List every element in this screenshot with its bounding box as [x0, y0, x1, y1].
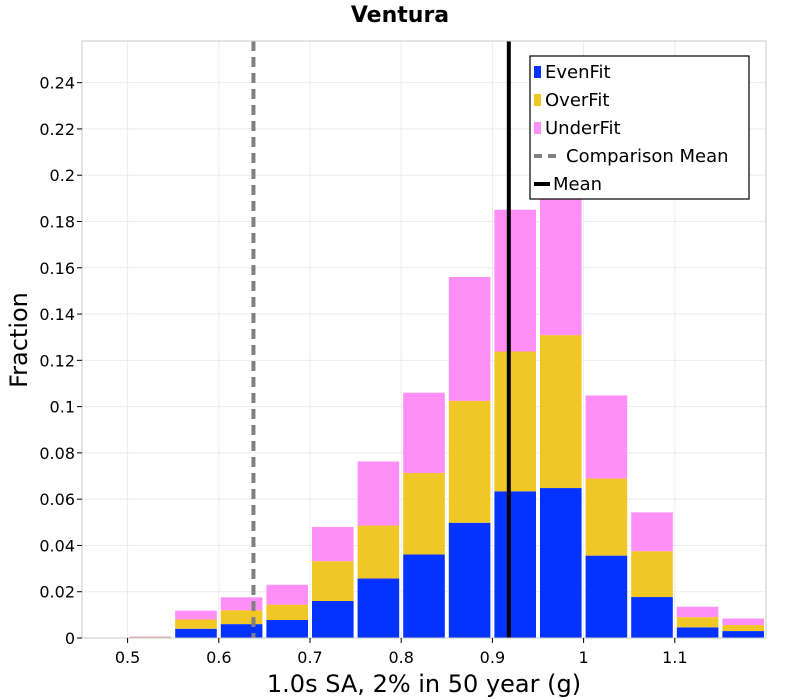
x-tick-label: 0.9	[480, 648, 505, 667]
legend-label-comparison-mean: Comparison Mean	[566, 146, 729, 167]
bar-underfit	[448, 277, 491, 401]
y-tick-label: 0.24	[39, 74, 75, 93]
chart-title: Ventura	[351, 3, 449, 28]
plot-frame	[81, 40, 767, 639]
bar-evenfit	[585, 555, 628, 638]
bar-underfit	[266, 584, 308, 605]
x-axis-label: 1.0s SA, 2% in 50 year (g)	[267, 670, 581, 698]
bar-underfit	[403, 392, 445, 474]
bar-underfit	[312, 526, 354, 562]
bar-overfit	[722, 625, 764, 632]
legend-label-overfit: OverFit	[545, 90, 609, 111]
bar-overfit	[494, 351, 536, 492]
x-tick-label: 0.5	[115, 648, 140, 667]
bar-evenfit	[540, 488, 582, 638]
bar-evenfit	[266, 619, 308, 638]
y-axis-label: Fraction	[5, 292, 33, 388]
y-tick-label: 0.14	[39, 305, 75, 324]
legend-label-evenfit: EvenFit	[545, 62, 611, 83]
legend-box	[529, 55, 750, 200]
y-tick-label: 0.16	[39, 259, 75, 278]
bar-underfit	[722, 618, 764, 626]
bar-overfit	[403, 473, 445, 555]
bar-evenfit	[357, 578, 400, 638]
bar-underfit	[585, 395, 628, 479]
bar-underfit	[175, 610, 217, 620]
y-tick-label: 0.18	[39, 212, 75, 231]
x-tick-label: 1	[579, 648, 589, 667]
x-axis-ticks: 0.5 0.6 0.7 0.8 0.9 1 1.1	[115, 638, 688, 667]
x-tick-label: 0.8	[388, 648, 413, 667]
bar-overfit	[220, 610, 263, 625]
bar-underfit	[220, 597, 263, 611]
bar-evenfit	[312, 600, 354, 638]
bar-underfit	[631, 512, 673, 552]
bar-underfit	[357, 461, 400, 526]
bar-evenfit	[494, 491, 536, 638]
x-tick-label: 0.7	[297, 648, 322, 667]
y-tick-label: 0.08	[39, 444, 75, 463]
bar-evenfit	[722, 631, 764, 638]
legend-label-mean: Mean	[553, 174, 602, 195]
bar-evenfit	[448, 522, 491, 638]
bar-overfit	[448, 400, 491, 523]
bar-overfit	[312, 561, 354, 601]
bar-underfit	[540, 187, 582, 336]
y-tick-label: 0.22	[39, 120, 75, 139]
bar-overfit	[175, 619, 217, 629]
y-tick-label: 0	[65, 629, 75, 648]
bar-evenfit	[220, 624, 263, 638]
bar-underfit	[494, 209, 536, 352]
x-tick-label: 1.1	[662, 648, 687, 667]
y-tick-label: 0.06	[39, 490, 75, 509]
legend-swatch-overfit	[534, 94, 541, 106]
y-tick-label: 0.12	[39, 351, 75, 370]
bar-overfit	[266, 604, 308, 620]
y-tick-label: 0.04	[39, 536, 75, 555]
y-tick-label: 0.02	[39, 583, 75, 602]
bar-evenfit	[175, 628, 217, 638]
bar-overfit	[631, 551, 673, 598]
y-axis-ticks: 0 0.02 0.04 0.06 0.08 0.1 0.12 0.14 0.16 0.18 0.2 0…	[39, 74, 82, 648]
legend-swatch-underfit	[534, 122, 541, 134]
mean-lines	[251, 41, 511, 638]
bar-overfit	[676, 617, 719, 628]
bars	[129, 187, 764, 638]
y-tick-label: 0.2	[50, 166, 75, 185]
y-tick-label: 0.1	[50, 398, 75, 417]
bar-underfit	[676, 606, 719, 618]
legend-label-underfit: UnderFit	[545, 118, 621, 139]
x-tick-label: 0.6	[206, 648, 231, 667]
bar-overfit	[357, 525, 400, 579]
legend-swatch-evenfit	[534, 66, 541, 78]
bar-evenfit	[631, 597, 673, 638]
bar-evenfit	[403, 554, 445, 638]
bar-evenfit	[676, 627, 719, 638]
legend: EvenFit OverFit UnderFit Comparison Mean Mea…	[529, 55, 750, 200]
bar-overfit	[540, 335, 582, 489]
bar-overfit	[585, 478, 628, 556]
